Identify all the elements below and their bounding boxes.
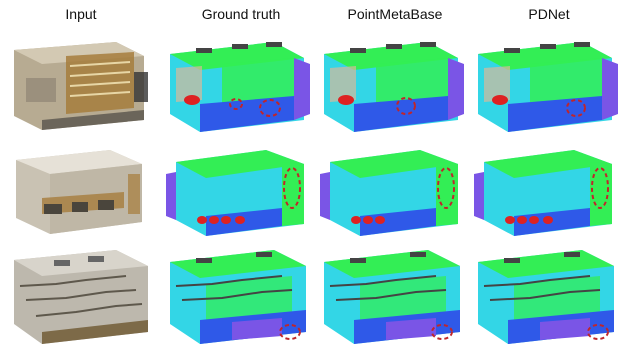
panel-row3-pdnet (470, 240, 620, 346)
header-input: Input (65, 6, 97, 22)
panel-row2-pointmetabase (316, 134, 466, 240)
panel-row2-pdnet (470, 134, 620, 240)
panel-row1-input (6, 28, 156, 134)
panel-row3-pointmetabase (316, 240, 466, 346)
header-ground-truth: Ground truth (201, 6, 281, 22)
panel-row1-ground-truth (162, 28, 312, 134)
panel-row2-input (6, 134, 156, 240)
panel-row1-pointmetabase (316, 28, 466, 134)
panel-row3-input (6, 240, 156, 346)
panel-row2-ground-truth (162, 134, 312, 240)
panel-row1-pdnet (470, 28, 620, 134)
header-pdnet: PDNet (528, 6, 570, 22)
header-pointmetabase: PointMetaBase (347, 6, 443, 22)
panel-row3-ground-truth (162, 240, 312, 346)
